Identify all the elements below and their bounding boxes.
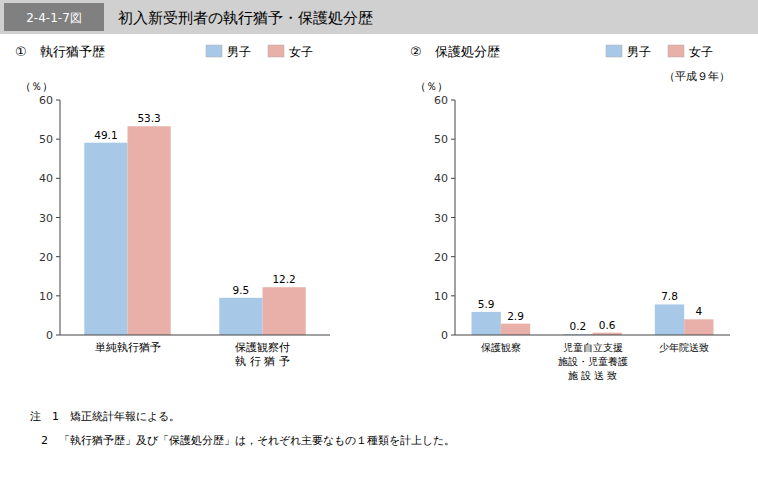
x-tick-label: 児童自立支援施設・児童養護施 設 送 致 [558,342,628,381]
bar [128,126,171,335]
data-label: 0.6 [599,319,616,331]
y-tick [451,335,455,336]
x-tick-label: 保護観察付執 行 猶 予 [235,341,290,368]
note: 2 「執行猶予歴」及び「保護処分歴」は，それぞれ主要なもの１種類を計上した。 [30,434,455,447]
y-tick [451,139,455,140]
year-label: （平成９年） [664,70,730,83]
x-axis-line [455,335,730,336]
y-tick [56,256,60,257]
y-axis-label: （％） [415,80,448,93]
bar [501,324,530,335]
x-tick-label: 保護観察 [481,342,521,353]
y-tick-label: 20 [39,251,53,264]
x-tick-label-line: 保護観察 [481,342,521,353]
y-tick-label: 20 [434,251,448,264]
y-tick [451,217,455,218]
y-axis-line [455,100,456,335]
y-tick [451,178,455,179]
header-bg [0,0,758,34]
data-label: 0.2 [569,320,586,332]
y-tick [56,139,60,140]
y-tick [56,335,60,336]
y-tick-label: 30 [434,212,448,225]
header-label-bg [4,3,104,31]
x-tick-label-line: 単純執行猶予 [95,341,161,354]
bar [84,143,127,335]
legend: 男子 女子 [606,45,713,59]
bar [472,312,501,335]
data-label: 49.1 [94,129,117,141]
y-tick-label: 50 [434,133,448,146]
y-axis-line [60,100,61,335]
y-tick-label: 0 [441,329,448,342]
x-tick-label-line: 執 行 猶 予 [235,355,290,368]
y-axis-label: （％） [20,80,53,93]
x-tick-label: 単純執行猶予 [95,341,161,354]
y-tick-label: 30 [39,212,53,225]
x-tick-label-line: 児童自立支援 [563,342,623,353]
x-tick-label-line: 保護観察付 [235,341,290,354]
data-labels: 49.1 9.5 53.3 12.2 [94,112,296,296]
y-tick-label: 40 [39,172,53,185]
data-label: 7.8 [661,290,678,302]
subtitle: ② 保護処分歴 [410,44,500,59]
figure-number: 2-4-1-7図 [26,11,82,25]
x-tick-label-line: 少年院送致 [659,342,709,353]
legend-label: 男子 [627,45,651,59]
data-label: 5.9 [478,298,495,310]
x-axis: 単純執行猶予 保護観察付執 行 猶 予 [60,335,330,368]
bars [472,304,714,335]
y-tick [56,217,60,218]
y-tick-label: 10 [39,290,53,303]
data-label: 12.2 [272,273,295,285]
legend-label: 男子 [227,45,251,59]
legend-label: 女子 [689,45,713,59]
bar [684,319,713,335]
y-tick [451,295,455,296]
bar [219,298,262,335]
data-label: 9.5 [233,284,250,296]
header: 2-4-1-7図 初入新受刑者の執行猶予・保護処分歴 [0,0,758,34]
legend-swatch [206,45,222,57]
bar [263,287,306,335]
note: 注 1 矯正統計年報による。 [30,410,180,423]
data-label: 53.3 [137,112,160,124]
x-tick-label-line: 施 設 送 致 [568,370,618,381]
subtitle: ① 執行猶予歴 [15,44,105,59]
y-tick-label: 60 [434,94,448,107]
x-tick-label-line: 施設・児童養護 [558,356,628,367]
y-axis: 0 10 20 30 40 50 60 [39,94,60,342]
y-tick [56,100,60,101]
legend: 男子 女子 [206,45,313,59]
y-tick [451,256,455,257]
y-tick-label: 0 [46,329,53,342]
chart: ① 執行猶予歴 男子 女子 （％） 0 10 20 30 40 50 60 49.1 9.5 53.3 12… [15,44,330,368]
y-tick [451,100,455,101]
title: 初入新受刑者の執行猶予・保護処分歴 [118,9,373,27]
y-tick-label: 60 [39,94,53,107]
legend-swatch [668,45,684,57]
bars [84,126,305,335]
y-tick-label: 50 [39,133,53,146]
chart: ② 保護処分歴 男子 女子 （％） 0 10 20 30 40 50 60 5.9 0.2 7.8 2.9 0… [410,44,730,381]
y-tick [56,295,60,296]
data-label: 2.9 [507,310,524,322]
legend-swatch [268,45,284,57]
y-axis: 0 10 20 30 40 50 60 [434,94,455,342]
legend-swatch [606,45,622,57]
x-axis-line [60,335,330,336]
y-tick-label: 10 [434,290,448,303]
data-label: 4 [695,305,702,317]
data-labels: 5.9 0.2 7.8 2.9 0.6 4 [478,290,703,332]
figure: 2-4-1-7図初入新受刑者の執行猶予・保護処分歴① 執行猶予歴男子女子（％）0… [0,0,758,480]
x-tick-label: 少年院送致 [659,342,709,353]
bar [655,304,684,335]
y-tick [56,178,60,179]
legend-label: 女子 [289,45,313,59]
y-tick-label: 40 [434,172,448,185]
x-axis: 保護観察 児童自立支援施設・児童養護施 設 送 致 少年院送致 [455,335,730,381]
